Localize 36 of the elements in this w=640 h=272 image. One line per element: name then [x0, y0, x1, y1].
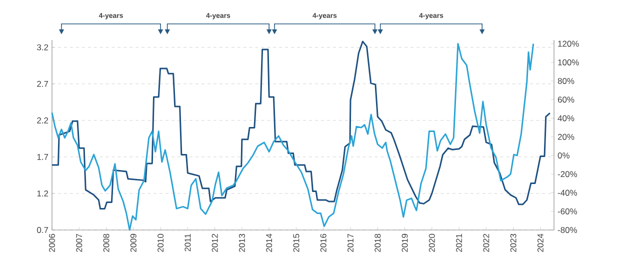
- y-tick-label: 0.7: [37, 227, 48, 233]
- x-tick-label: 2023: [510, 234, 516, 252]
- x-tick-label: 2014: [266, 234, 272, 252]
- y-tick-label: 1.7: [37, 154, 48, 160]
- y-tick-label: 2.7: [37, 80, 48, 87]
- y2-tick-label: -60%: [558, 208, 577, 214]
- y2-tick-label: -40%: [558, 190, 577, 196]
- x-tick-label: 2009: [130, 234, 136, 252]
- y2-tick-label: 100%: [558, 59, 579, 66]
- x-tick-label: 2010: [158, 234, 164, 252]
- y2-tick-label: 0%: [558, 152, 570, 158]
- x-tick-label: 2008: [103, 234, 110, 252]
- x-tick-label: 2013: [238, 234, 245, 252]
- x-tick-label: 2016: [320, 234, 326, 252]
- x-tick-label: 2022: [483, 234, 490, 252]
- y2-tick-label: -20%: [558, 171, 577, 178]
- x-tick-label: 2018: [374, 234, 381, 252]
- y2-tick-label: 20%: [558, 134, 574, 140]
- x-tick-label: 2021: [456, 234, 462, 252]
- y-tick-label: 2.2: [37, 117, 48, 124]
- x-tick-label: 2020: [428, 234, 435, 252]
- y2-tick-label: 120%: [558, 40, 579, 47]
- y-tick-label: 1.2: [37, 190, 48, 196]
- x-tick-label: 2015: [293, 234, 300, 252]
- x-tick-label: 2007: [76, 234, 82, 252]
- x-tick-label: 2017: [348, 234, 354, 252]
- y2-tick-label: 60%: [558, 96, 574, 103]
- x-tick-label: 2012: [212, 234, 218, 252]
- y2-tick-label: -80%: [558, 227, 577, 233]
- y2-tick-label: 80%: [558, 78, 574, 84]
- x-tick-label: 2019: [402, 234, 408, 252]
- x-tick-label: 2011: [184, 234, 191, 252]
- x-tick-label: 2006: [49, 234, 55, 252]
- y2-tick-label: 40%: [558, 115, 574, 122]
- x-tick-label: 2024: [537, 234, 544, 252]
- y-tick-label: 3.2: [37, 44, 48, 50]
